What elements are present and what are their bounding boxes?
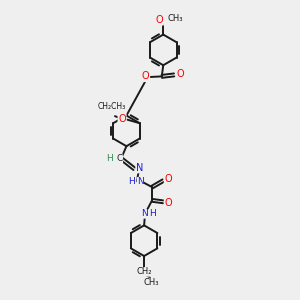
Text: N: N <box>141 209 148 218</box>
Text: O: O <box>164 198 172 208</box>
Text: H: H <box>128 177 135 186</box>
Text: CH₂CH₃: CH₂CH₃ <box>97 102 126 111</box>
Text: CH₃: CH₃ <box>144 278 159 287</box>
Text: N: N <box>136 163 143 173</box>
Text: O: O <box>164 174 172 184</box>
Text: N: N <box>137 177 144 186</box>
Text: C: C <box>116 154 123 163</box>
Text: CH₃: CH₃ <box>167 14 183 23</box>
Text: O: O <box>142 71 149 81</box>
Text: CH₂: CH₂ <box>136 267 152 276</box>
Text: O: O <box>156 15 163 25</box>
Text: O: O <box>118 114 126 124</box>
Text: H: H <box>149 209 155 218</box>
Text: H: H <box>106 154 113 163</box>
Text: O: O <box>176 69 184 79</box>
